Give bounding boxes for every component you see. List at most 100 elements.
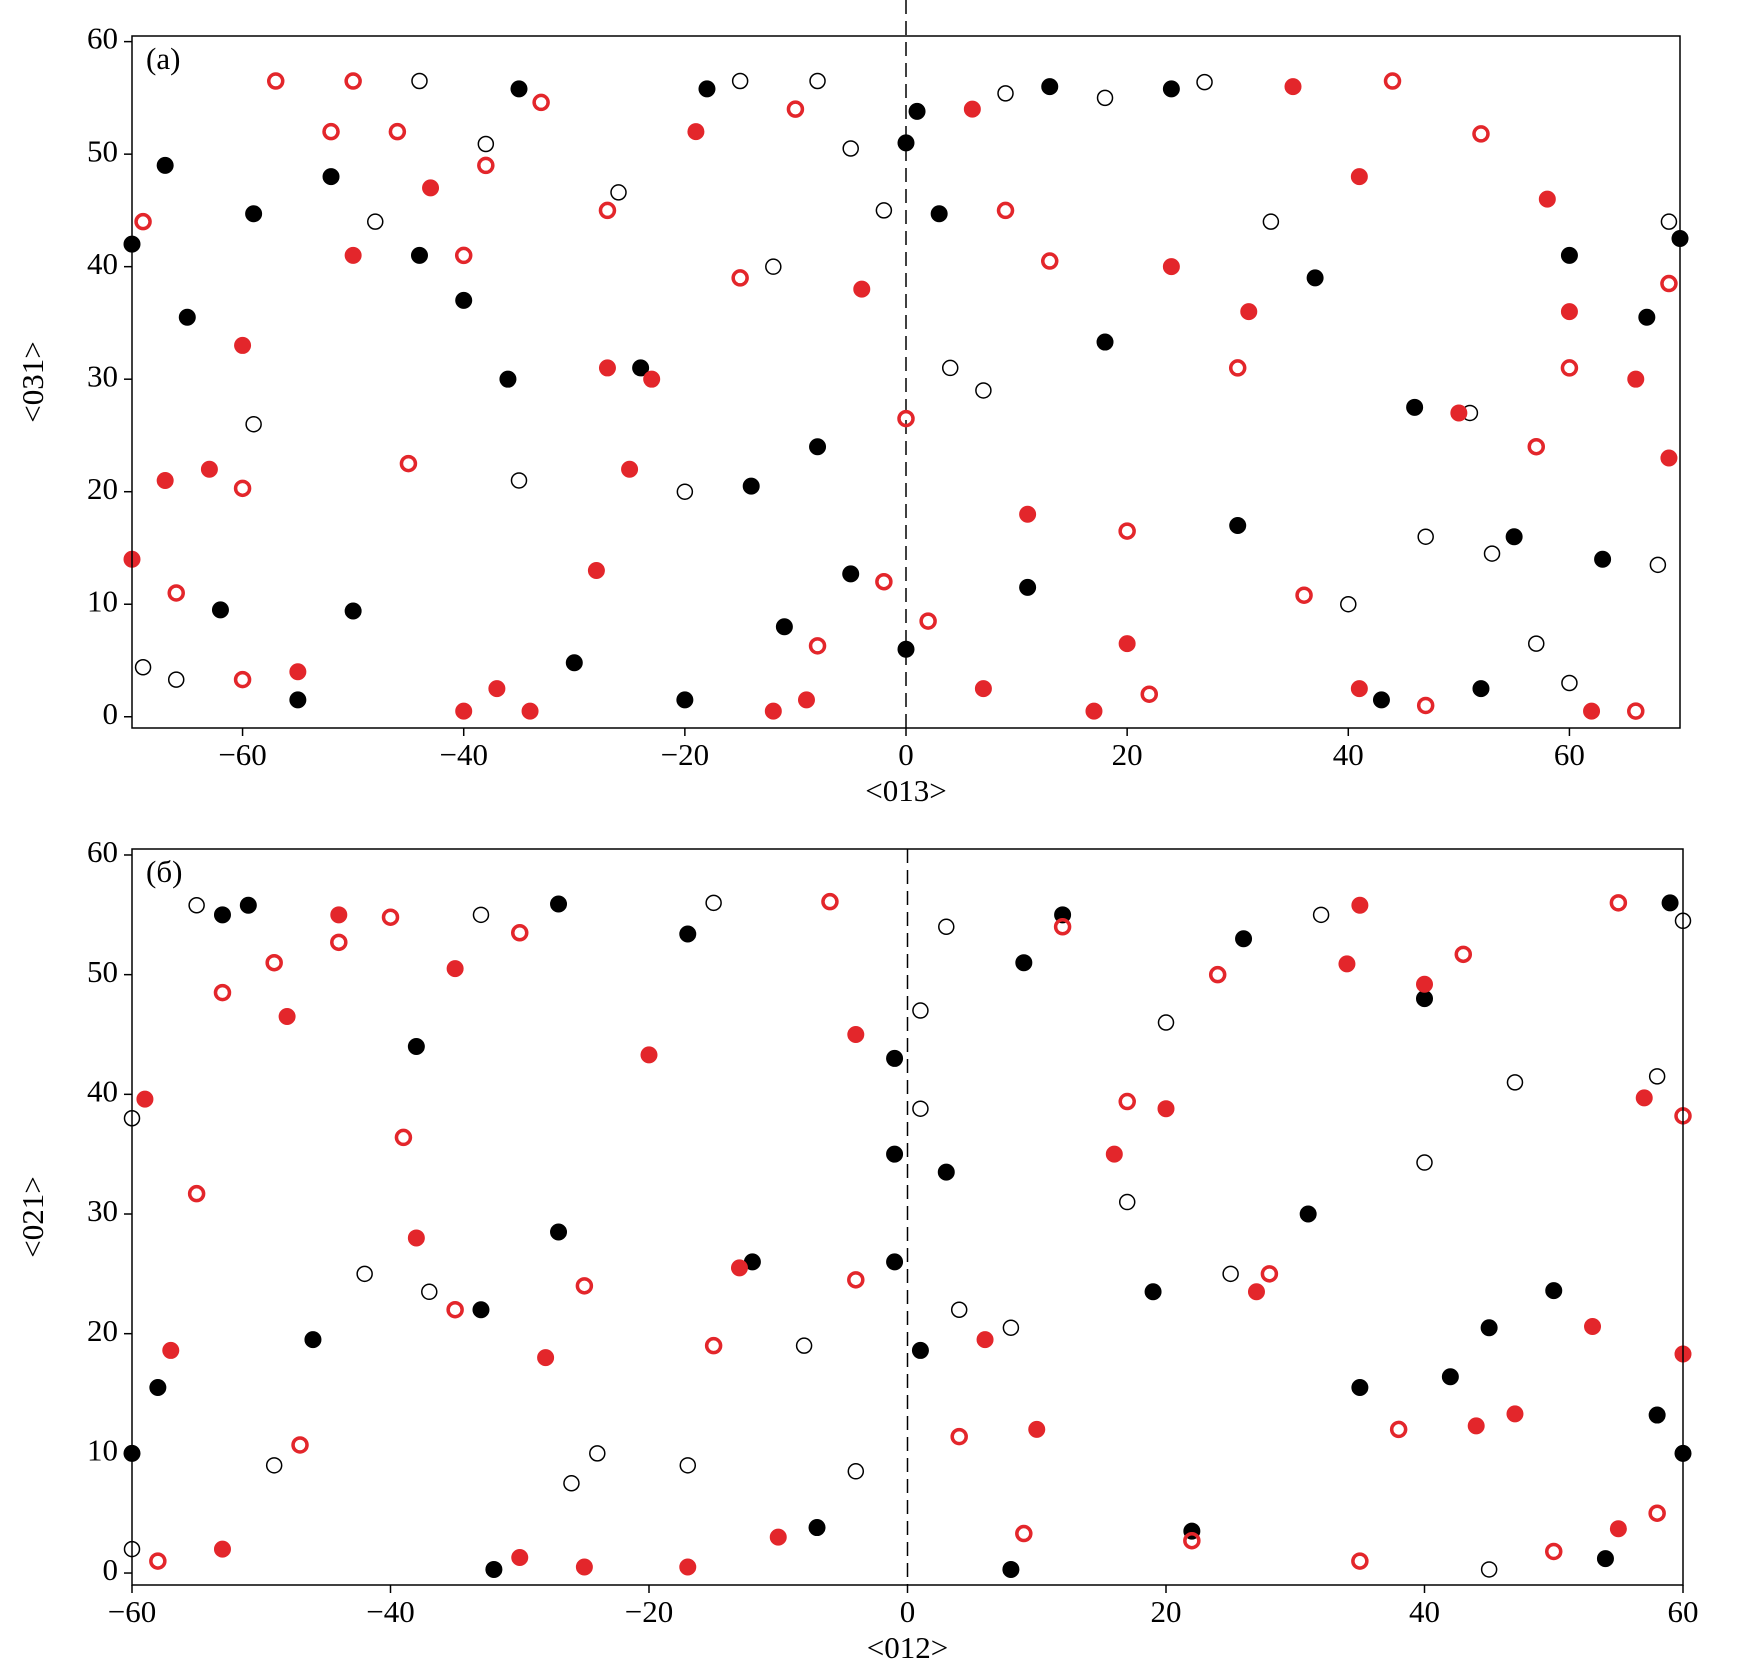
point bbox=[996, 201, 1015, 220]
point bbox=[1299, 1205, 1317, 1223]
point bbox=[912, 1100, 929, 1117]
point bbox=[344, 72, 362, 90]
point bbox=[446, 960, 464, 978]
point bbox=[156, 471, 174, 489]
point bbox=[446, 1300, 464, 1319]
point bbox=[499, 370, 517, 388]
point bbox=[575, 1558, 593, 1576]
point bbox=[511, 924, 529, 942]
point bbox=[786, 100, 805, 118]
point bbox=[167, 671, 185, 688]
point bbox=[1118, 522, 1136, 540]
point bbox=[1157, 1100, 1175, 1118]
point bbox=[1635, 1089, 1653, 1107]
point bbox=[1649, 556, 1667, 574]
point bbox=[234, 336, 252, 354]
point bbox=[134, 212, 152, 231]
point bbox=[213, 906, 231, 924]
point bbox=[808, 1519, 826, 1537]
point bbox=[149, 1379, 167, 1397]
plot-frame bbox=[131, 848, 1684, 1586]
point bbox=[330, 933, 348, 952]
point bbox=[266, 72, 285, 90]
point bbox=[1416, 1154, 1433, 1171]
point bbox=[411, 72, 428, 90]
point bbox=[1144, 1283, 1162, 1301]
point bbox=[213, 983, 232, 1002]
point bbox=[1351, 896, 1369, 914]
y-tick-label: 20 bbox=[87, 1313, 118, 1348]
point bbox=[1351, 1552, 1369, 1570]
point bbox=[1416, 975, 1433, 993]
point bbox=[477, 156, 495, 175]
x-tick-label: 40 bbox=[1409, 1594, 1440, 1629]
point bbox=[510, 472, 528, 489]
point bbox=[842, 565, 860, 583]
point bbox=[1561, 674, 1578, 692]
point bbox=[1295, 586, 1313, 604]
point bbox=[344, 246, 362, 264]
point bbox=[1527, 437, 1546, 456]
x-tick-label: 20 bbox=[1151, 1594, 1182, 1629]
x-tick-label: 60 bbox=[1554, 737, 1585, 772]
point bbox=[399, 454, 418, 473]
x-axis-label: <012> bbox=[867, 1630, 948, 1665]
point bbox=[1338, 955, 1356, 973]
point bbox=[239, 896, 257, 914]
y-tick-label: 60 bbox=[87, 834, 118, 869]
panel-label: (б) bbox=[146, 854, 182, 889]
point bbox=[265, 1457, 283, 1474]
point bbox=[1648, 1504, 1666, 1522]
point bbox=[1545, 1542, 1563, 1561]
point bbox=[1040, 252, 1059, 270]
y-axis-label: <021> bbox=[15, 1176, 50, 1257]
point bbox=[178, 308, 196, 326]
point bbox=[1584, 1318, 1602, 1336]
y-tick-label: 20 bbox=[87, 471, 118, 506]
point bbox=[1627, 370, 1645, 388]
point bbox=[537, 1349, 555, 1367]
point bbox=[233, 670, 252, 689]
point bbox=[1638, 308, 1656, 326]
point bbox=[1417, 528, 1434, 545]
point bbox=[1467, 1417, 1485, 1435]
point bbox=[1140, 685, 1159, 703]
point bbox=[730, 1259, 748, 1277]
point bbox=[394, 1128, 413, 1147]
point bbox=[1560, 246, 1578, 264]
point bbox=[291, 1436, 309, 1454]
point bbox=[886, 1049, 904, 1067]
y-tick-label: 30 bbox=[87, 358, 118, 393]
point bbox=[1228, 359, 1247, 377]
point bbox=[950, 1301, 968, 1318]
point bbox=[455, 291, 473, 309]
point bbox=[1262, 213, 1280, 230]
point bbox=[407, 1229, 425, 1247]
point bbox=[676, 483, 694, 500]
point bbox=[875, 572, 893, 591]
point bbox=[521, 702, 539, 720]
point bbox=[941, 359, 959, 377]
point bbox=[344, 602, 362, 620]
point bbox=[1389, 1420, 1408, 1439]
point bbox=[919, 612, 937, 630]
point bbox=[188, 896, 205, 914]
point bbox=[1183, 1531, 1201, 1550]
point bbox=[1312, 906, 1330, 924]
point bbox=[200, 460, 218, 478]
point bbox=[488, 680, 506, 698]
point bbox=[1085, 702, 1103, 720]
point bbox=[1627, 702, 1645, 720]
point bbox=[765, 258, 782, 275]
point bbox=[1162, 80, 1180, 98]
point bbox=[511, 1548, 529, 1566]
point bbox=[1351, 1379, 1369, 1397]
point bbox=[1609, 894, 1628, 912]
x-tick-label: −20 bbox=[625, 1594, 673, 1629]
y-tick-label: 0 bbox=[103, 1552, 119, 1587]
point bbox=[356, 1265, 373, 1283]
point bbox=[704, 1336, 723, 1355]
x-axis-label: <013> bbox=[865, 773, 946, 808]
point bbox=[1284, 78, 1302, 96]
point bbox=[1118, 1092, 1136, 1111]
